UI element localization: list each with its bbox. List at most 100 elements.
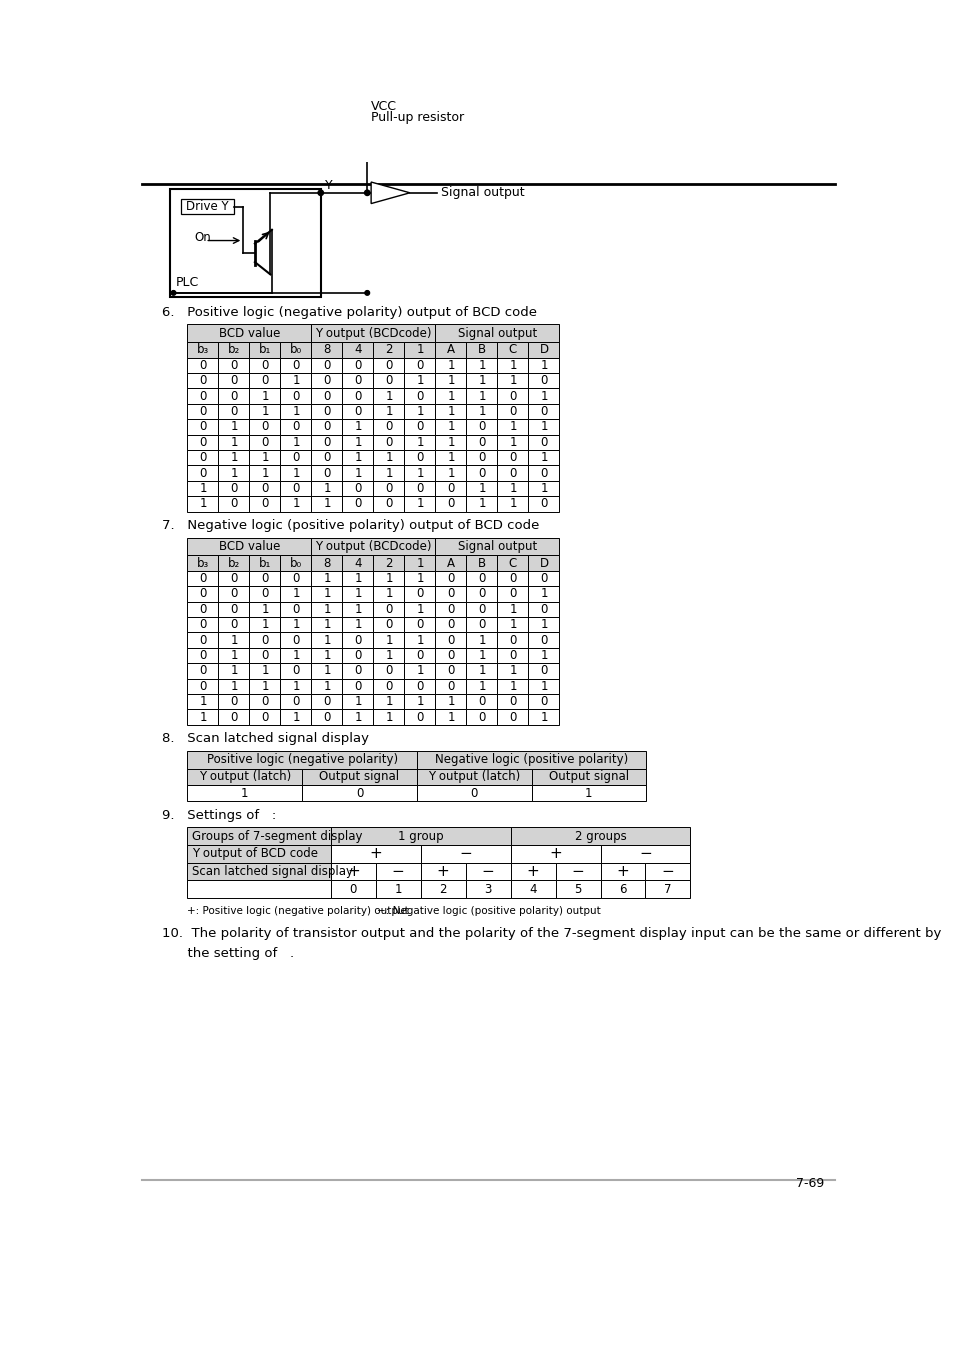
Bar xyxy=(528,497,558,512)
Text: 1: 1 xyxy=(416,633,423,647)
Bar xyxy=(466,389,497,404)
Bar xyxy=(404,632,435,648)
Text: 1: 1 xyxy=(416,695,423,709)
Bar xyxy=(373,497,404,512)
Text: 0: 0 xyxy=(416,587,423,601)
Bar xyxy=(466,358,497,373)
Text: 0: 0 xyxy=(509,451,517,464)
Bar xyxy=(497,420,528,435)
Text: 0: 0 xyxy=(355,787,363,799)
Text: 1: 1 xyxy=(477,374,485,387)
Text: 1: 1 xyxy=(416,436,423,448)
Bar xyxy=(404,435,435,450)
Bar xyxy=(249,617,280,632)
Bar xyxy=(311,632,342,648)
Text: the setting of   .: the setting of . xyxy=(162,948,294,960)
Bar xyxy=(187,389,218,404)
Text: 0: 0 xyxy=(447,649,455,662)
Text: 1: 1 xyxy=(199,497,207,510)
Text: 1: 1 xyxy=(292,497,299,510)
Text: 0: 0 xyxy=(292,451,299,464)
Bar xyxy=(528,586,558,602)
Bar xyxy=(555,863,599,880)
Bar xyxy=(342,481,373,497)
Bar xyxy=(187,648,218,663)
Text: 0: 0 xyxy=(509,587,517,601)
Text: 2: 2 xyxy=(385,343,393,356)
Text: 1: 1 xyxy=(539,420,547,433)
Text: 0: 0 xyxy=(230,603,237,616)
Circle shape xyxy=(365,290,369,296)
Text: 1: 1 xyxy=(385,710,393,724)
Text: 10.  The polarity of transistor output and the polarity of the 7-segment display: 10. The polarity of transistor output an… xyxy=(162,927,941,940)
Bar xyxy=(311,555,342,571)
Bar xyxy=(218,617,249,632)
Text: +: + xyxy=(347,864,359,879)
Bar xyxy=(497,555,528,571)
Bar xyxy=(528,617,558,632)
Bar xyxy=(497,586,528,602)
Bar xyxy=(373,481,404,497)
Bar xyxy=(187,710,218,725)
Text: 1: 1 xyxy=(261,405,269,418)
Text: 8: 8 xyxy=(323,343,331,356)
Bar xyxy=(311,481,342,497)
Bar xyxy=(249,571,280,586)
Bar xyxy=(280,571,311,586)
Text: 0: 0 xyxy=(230,587,237,601)
Bar xyxy=(218,586,249,602)
Text: +: Positive logic (negative polarity) output: +: Positive logic (negative polarity) ou… xyxy=(187,906,409,915)
Bar xyxy=(249,435,280,450)
Text: 5: 5 xyxy=(574,883,581,896)
Bar xyxy=(311,648,342,663)
Text: 1: 1 xyxy=(261,618,269,632)
Text: 2 groups: 2 groups xyxy=(574,830,626,842)
Bar xyxy=(497,694,528,710)
Text: 1: 1 xyxy=(385,572,393,585)
Bar xyxy=(218,358,249,373)
Text: 0: 0 xyxy=(385,680,393,693)
Text: 1: 1 xyxy=(354,572,361,585)
Bar xyxy=(466,435,497,450)
Bar xyxy=(435,710,466,725)
Text: 1: 1 xyxy=(199,482,207,495)
Circle shape xyxy=(364,113,370,119)
Bar xyxy=(249,648,280,663)
Text: 4: 4 xyxy=(354,343,361,356)
Bar xyxy=(187,863,331,880)
Text: +: + xyxy=(526,864,538,879)
Bar xyxy=(311,450,342,466)
Bar xyxy=(280,586,311,602)
Text: 1: 1 xyxy=(385,649,393,662)
Text: Positive logic (negative polarity): Positive logic (negative polarity) xyxy=(207,753,397,767)
Text: +: + xyxy=(616,864,629,879)
Bar xyxy=(187,845,331,863)
Text: 0: 0 xyxy=(323,405,331,418)
Text: 1: 1 xyxy=(477,633,485,647)
Bar xyxy=(187,769,302,784)
Text: +: + xyxy=(549,846,561,861)
Bar xyxy=(435,602,466,617)
Text: 1: 1 xyxy=(261,451,269,464)
Text: 0: 0 xyxy=(477,603,485,616)
Text: 0: 0 xyxy=(292,664,299,678)
Text: 1: 1 xyxy=(509,359,517,371)
Text: 1: 1 xyxy=(323,664,331,678)
Text: −: Negative logic (positive polarity) output: −: Negative logic (positive polarity) ou… xyxy=(377,906,600,915)
Text: 7.   Negative logic (positive polarity) output of BCD code: 7. Negative logic (positive polarity) ou… xyxy=(162,518,538,532)
Text: 1: 1 xyxy=(477,482,485,495)
Bar xyxy=(187,880,331,898)
Text: 1: 1 xyxy=(354,420,361,433)
Bar xyxy=(435,389,466,404)
Bar xyxy=(435,373,466,389)
Text: 0: 0 xyxy=(416,359,423,371)
Bar xyxy=(404,373,435,389)
Bar xyxy=(187,450,218,466)
Text: Y output (latch): Y output (latch) xyxy=(428,771,519,783)
Bar xyxy=(280,389,311,404)
Text: 1: 1 xyxy=(539,618,547,632)
Bar xyxy=(373,342,404,358)
Text: 0: 0 xyxy=(261,695,269,709)
Bar xyxy=(342,602,373,617)
Text: 1: 1 xyxy=(539,451,547,464)
